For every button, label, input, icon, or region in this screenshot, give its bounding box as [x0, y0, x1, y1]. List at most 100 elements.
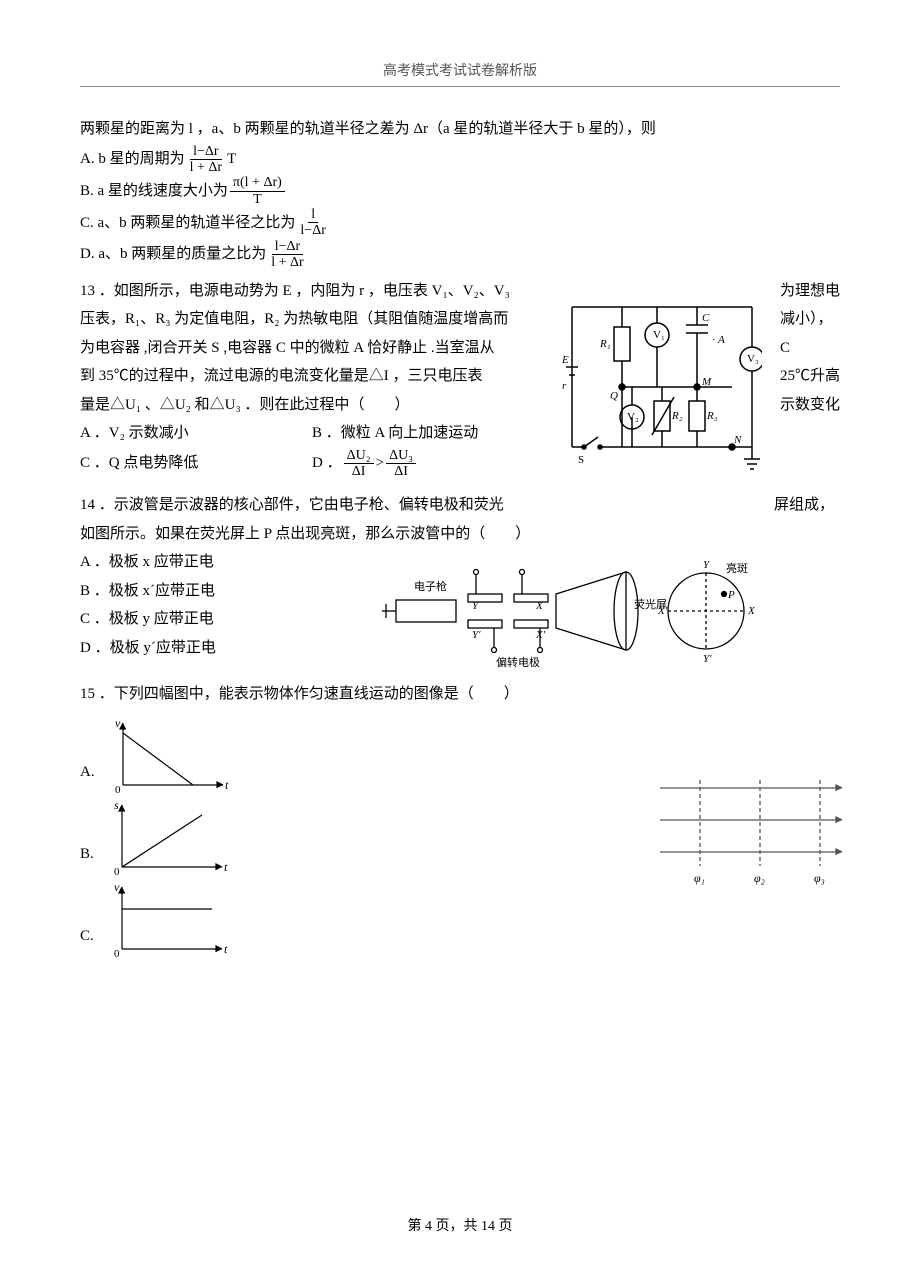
- frac-num: l−Δr: [272, 239, 303, 255]
- graph-c-svg: v t 0: [102, 879, 232, 959]
- q14-block: 14 ．示波管是示波器的核心部件，它由电子枪、偏转电极和荧光 屏组成，: [80, 491, 840, 520]
- frac-num: ΔU₂: [344, 448, 374, 464]
- q13-line4: 到 35℃的过程中，流过电源的电流变化量是△I ，三只电压表: [80, 362, 544, 391]
- label-phi1: φ₁: [694, 871, 705, 885]
- label-r: r: [562, 380, 567, 392]
- frac-num: l: [308, 207, 318, 223]
- q12-d-prefix: D. a、b 两颗星的质量之比为: [80, 240, 266, 269]
- q12-opt-a: A. b 星的周期为 l−Δr l + Δr T: [80, 144, 840, 176]
- crt-svg: 电子枪 偏转电极 荧光屏 亮斑 Y Y′ X X′ Y Y′ X X′ P: [376, 554, 756, 674]
- q14-options-row: A ．极板 x 应带正电 B ．极板 x´应带正电 C ．极板 y 应带正电 D…: [80, 548, 840, 674]
- q14-stem: 14 ．示波管是示波器的核心部件，它由电子枪、偏转电极和荧光: [80, 491, 756, 520]
- fraction: l l−Δr: [297, 207, 328, 239]
- q13-block: 13 ．如图所示，电源电动势为 E ，内阻为 r ，电压表 V₁、V₂、V₃ 压…: [80, 277, 840, 488]
- frac-num: l−Δr: [190, 144, 221, 160]
- fraction: π(l + Δr) T: [230, 175, 285, 207]
- label-dot: ·: [712, 334, 716, 346]
- q13-opt-b: B ．微粒 A 向上加速运动: [312, 419, 478, 448]
- page: { "header": { "title": "高考模式考试试卷解析版" }, …: [0, 0, 920, 1273]
- frac-den: l + Δr: [268, 255, 306, 270]
- axis-0: 0: [114, 948, 120, 959]
- q13-opt-d: D ． ΔU₂ ΔI > ΔU₃ ΔI: [312, 448, 544, 480]
- footer-post: 页: [495, 1219, 513, 1234]
- page-header: 高考模式考试试卷解析版: [80, 60, 840, 87]
- q12-intro: 两颗星的距离为 l ，a、b 两颗星的轨道半径之差为 Δr（a 星的轨道半径大于…: [80, 115, 840, 144]
- frac-den: l + Δr: [187, 160, 225, 175]
- q13-line5: 量是△U₁ 、△U₂ 和△U₃ ．则在此过程中（ ）: [80, 391, 544, 420]
- label-phi3: φ₃: [814, 871, 825, 885]
- label-Q: Q: [610, 390, 618, 402]
- q13-line1: 13 ．如图所示，电源电动势为 E ，内阻为 r ，电压表 V₁、V₂、V₃: [80, 277, 544, 306]
- q13-options: A ．V₂ 示数减小 B ．微粒 A 向上加速运动 C ．Q 点电势降低 D ．…: [80, 419, 544, 479]
- q13-r3: 25℃升高: [780, 362, 840, 391]
- label-gun: 电子枪: [414, 579, 447, 593]
- q13-d-pre: D ．: [312, 449, 342, 478]
- q12-a-suffix: T: [227, 145, 236, 174]
- axis-v: v: [114, 880, 120, 894]
- footer-cur: 4: [425, 1219, 432, 1234]
- fraction: l−Δr l + Δr: [187, 144, 225, 176]
- graph-b-svg: s t 0: [102, 797, 232, 877]
- frac-num: ΔU₃: [386, 448, 416, 464]
- footer-pre: 第: [408, 1219, 426, 1234]
- label-M: M: [701, 376, 712, 388]
- q14-r1: 屏组成，: [774, 491, 840, 520]
- q13-line3: 为电容器 ,闭合开关 S ,电容器 C 中的微粒 A 恰好静止 .当室温从: [80, 334, 544, 363]
- graph-a-svg: v t 0: [103, 715, 233, 795]
- header-title: 高考模式考试试卷解析版: [383, 64, 537, 79]
- q12-c-prefix: C. a、b 两颗星的轨道半径之比为: [80, 209, 295, 238]
- q13-opt-a: A ．V₂ 示数减小: [80, 419, 189, 448]
- q14-opt-d: D ．极板 y´应带正电: [80, 634, 280, 663]
- axis-t: t: [224, 860, 228, 874]
- fraction: ΔU₃ ΔI: [386, 448, 416, 480]
- frac-den: ΔI: [349, 464, 369, 479]
- q13-right-fragments: 为理想电 减小），C 25℃升高 示数变化: [780, 277, 840, 488]
- label-C: C: [702, 312, 710, 324]
- label-S: S: [578, 454, 584, 466]
- axis-v: v: [115, 716, 121, 730]
- q15-a-label: A.: [80, 758, 95, 795]
- q13-line2: 压表，R₁、R₃ 为定值电阻，R₂ 为热敏电阻（其阻值随温度增高而: [80, 305, 544, 334]
- label-plates: 偏转电极: [496, 655, 540, 669]
- footer-total: 14: [481, 1219, 495, 1234]
- footer-mid: 页，共: [432, 1219, 481, 1234]
- q12-opt-c: C. a、b 两颗星的轨道半径之比为 l l−Δr: [80, 207, 840, 239]
- q14-line2: 如图所示。如果在荧光屏上 P 点出现亮斑，那么示波管中的（ ）: [80, 520, 840, 549]
- q13-opt-c: C ．Q 点电势降低: [80, 449, 198, 478]
- label-R2: R₂: [671, 410, 683, 422]
- frac-den: ΔI: [391, 464, 411, 479]
- page-footer: 第 4 页，共 14 页: [0, 1215, 920, 1235]
- axis-0: 0: [115, 784, 121, 795]
- label-Yp: Y′: [472, 629, 481, 641]
- label-X: X: [535, 600, 544, 612]
- wires-svg: φ₁ φ₂ φ₃: [660, 770, 850, 890]
- q12-b-prefix: B. a 星的线速度大小为: [80, 177, 228, 206]
- label-N: N: [733, 434, 742, 446]
- circuit-svg: E r S R₁ V₁ C · A V₃ Q M V₂ R₂ R₃: [562, 277, 762, 477]
- q15-stem: 15 ．下列四幅图中，能表示物体作匀速直线运动的图像是（ ）: [80, 680, 840, 709]
- label-A: A: [717, 334, 725, 346]
- q12-a-prefix: A. b 星的周期为: [80, 145, 185, 174]
- axis-0: 0: [114, 866, 120, 877]
- frac-den: T: [250, 192, 265, 207]
- q12-opt-d: D. a、b 两颗星的质量之比为 l−Δr l + Δr: [80, 239, 840, 271]
- fraction: l−Δr l + Δr: [268, 239, 306, 271]
- label-E: E: [562, 354, 569, 366]
- label-Yp2: Y′: [703, 653, 712, 665]
- q14-options: A ．极板 x 应带正电 B ．极板 x´应带正电 C ．极板 y 应带正电 D…: [80, 548, 280, 662]
- three-wires-figure: φ₁ φ₂ φ₃: [660, 770, 850, 895]
- label-X2: X: [747, 605, 756, 617]
- axis-s: s: [114, 798, 119, 812]
- q14-opt-c: C ．极板 y 应带正电: [80, 605, 280, 634]
- frac-num: π(l + Δr): [230, 175, 285, 191]
- axis-t: t: [224, 942, 228, 956]
- q13-d-gt: >: [376, 449, 384, 478]
- q13-r1: 为理想电: [780, 277, 840, 306]
- label-V1: V₁: [653, 329, 665, 341]
- axis-t: t: [225, 778, 229, 792]
- q14-opt-b: B ．极板 x´应带正电: [80, 577, 280, 606]
- q14-line1: 14 ．示波管是示波器的核心部件，它由电子枪、偏转电极和荧光: [80, 497, 504, 513]
- q13-r4: 示数变化: [780, 391, 840, 420]
- label-bright: 亮斑: [726, 561, 748, 575]
- label-V3: V₃: [747, 353, 759, 365]
